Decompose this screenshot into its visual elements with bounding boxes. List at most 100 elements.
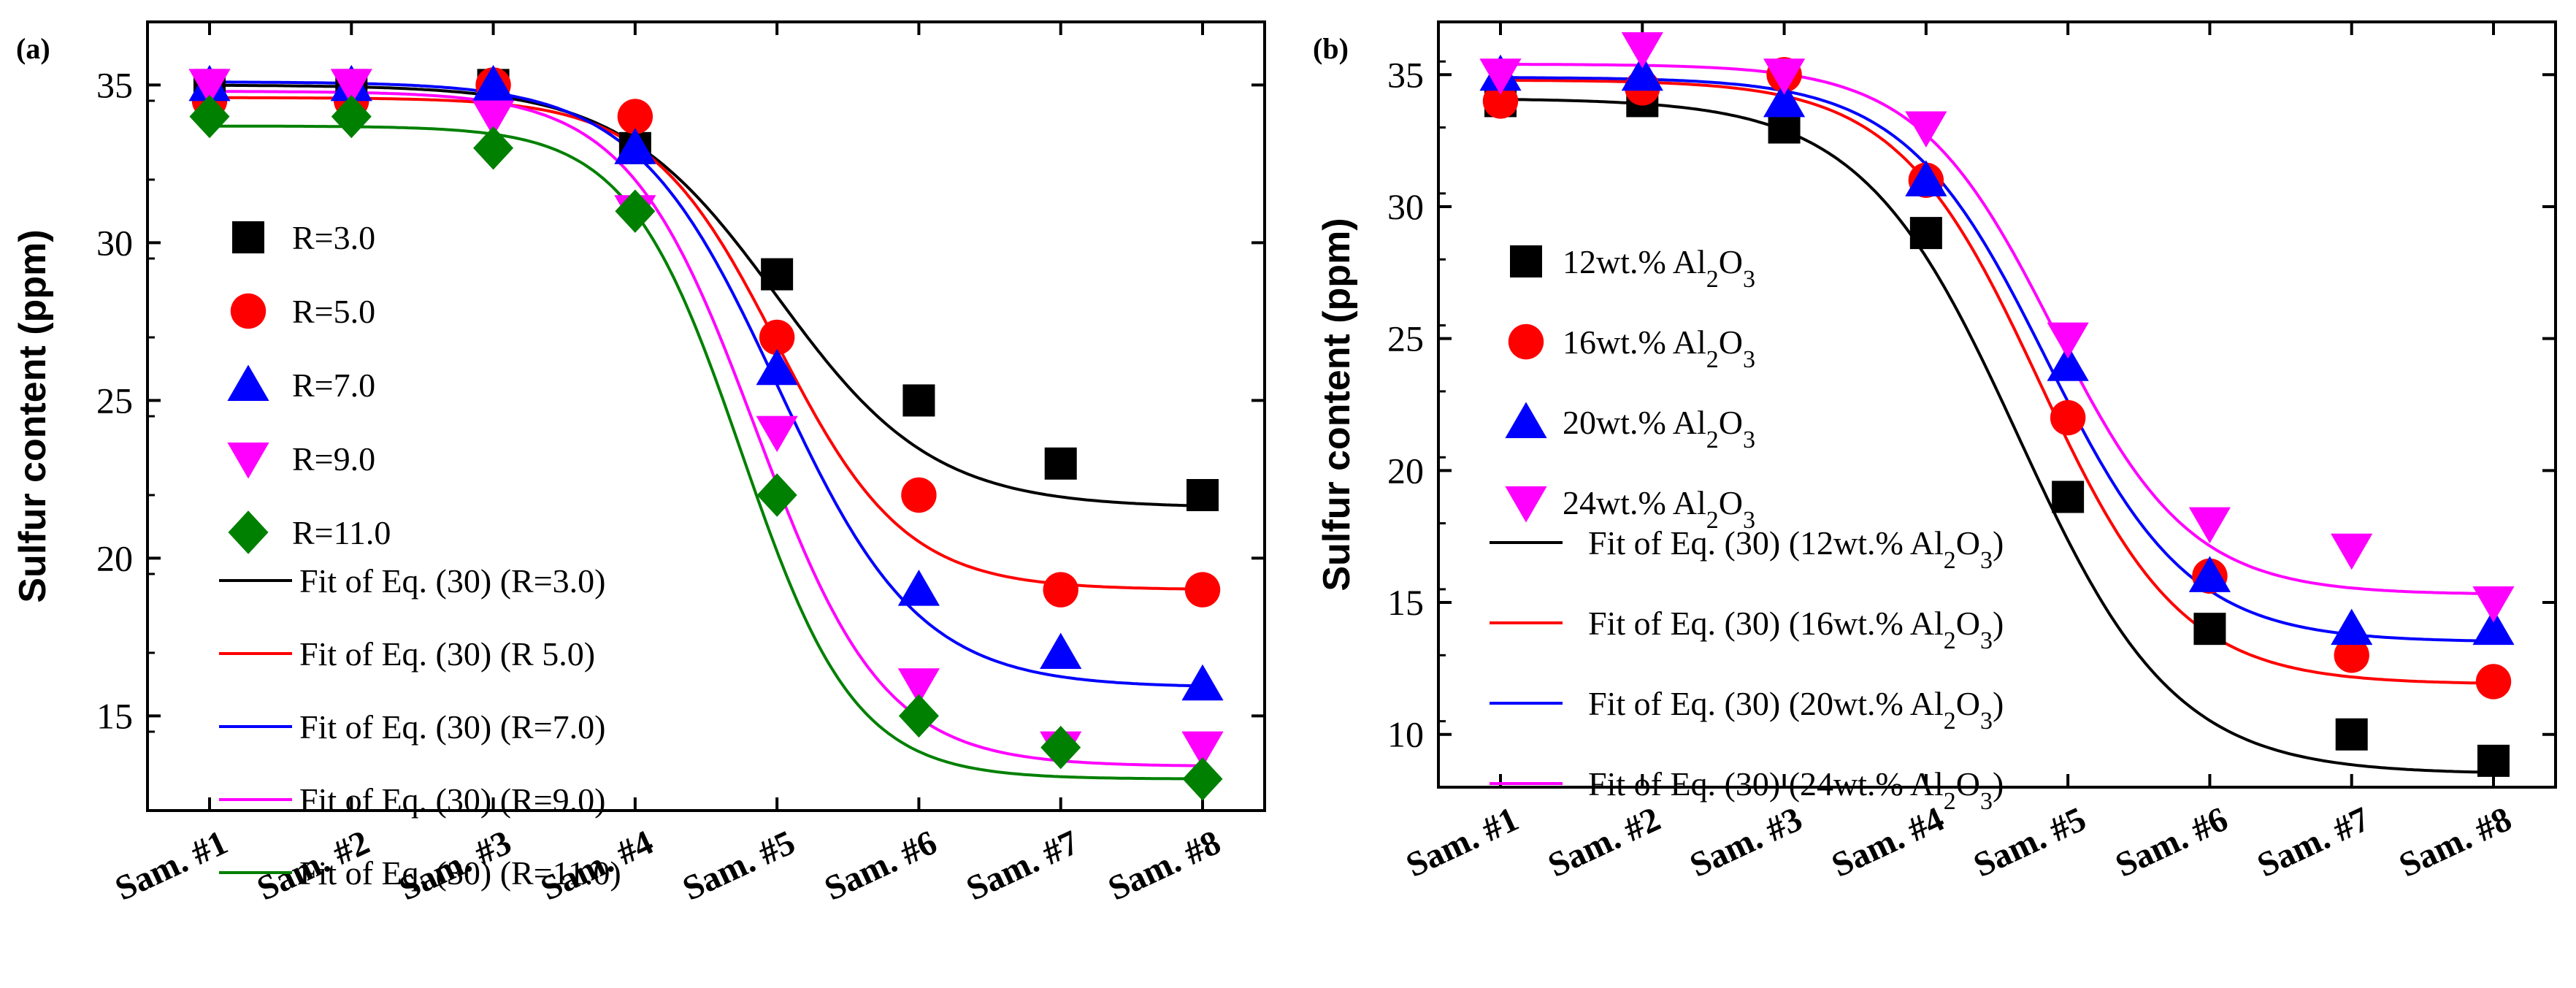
legend: 12wt.% Al2O3 16wt.% Al2O3 20wt.% Al2O3 24wt…	[1490, 243, 2004, 815]
data-point	[1181, 664, 1224, 701]
plot-frame	[146, 20, 1266, 812]
legend: R=3.0 R=5.0 R=7.0 R=9.0 R=11.0 Fit of Eq. (30…	[219, 219, 621, 892]
series-4-points	[1479, 32, 2515, 623]
legend-entry-label: R=5.0	[292, 293, 375, 330]
x-tick-label: Sam. #1	[1400, 800, 1525, 885]
data-point	[330, 69, 372, 105]
data-point	[472, 100, 515, 137]
y-axis-label: Sulfur content (ppm)	[1316, 218, 1358, 591]
legend-marker	[232, 221, 264, 253]
fit-curve-3	[1500, 76, 2493, 643]
data-point	[756, 473, 797, 517]
legend-marker	[230, 293, 267, 329]
data-point	[1182, 757, 1223, 801]
data-point	[2188, 507, 2231, 544]
y-axis-label: Sulfur content (ppm)	[12, 229, 54, 602]
data-point	[897, 668, 940, 705]
data-point	[761, 258, 794, 291]
x-tick-label: Sam. #6	[2109, 800, 2234, 885]
data-point	[1044, 447, 1077, 480]
x-tick-label: Sam. #4	[1826, 800, 1950, 885]
data-point	[1909, 217, 1942, 250]
legend-entry-label: R=3.0	[292, 219, 375, 256]
data-point	[1479, 58, 1522, 95]
legend-fit-label: Fit of Eq. (30) (R=3.0)	[299, 562, 605, 600]
data-point	[1905, 160, 1947, 196]
data-point	[2193, 613, 2226, 646]
panel-label: (a)	[16, 32, 50, 65]
legend-marker	[228, 510, 269, 554]
legend-marker	[227, 364, 269, 401]
data-point	[2475, 664, 2512, 700]
data-point	[1905, 111, 1947, 148]
data-point	[901, 477, 937, 513]
data-point	[617, 99, 653, 134]
legend-entry-label: R=9.0	[292, 440, 375, 478]
y-tick-label: 15	[96, 695, 133, 736]
series-5-points	[189, 94, 1223, 801]
data-point	[897, 570, 940, 606]
data-point	[2047, 345, 2089, 381]
fit-curve-2	[210, 96, 1203, 591]
y-tick-label: 30	[96, 222, 133, 263]
fit-curve-5	[210, 124, 1203, 781]
data-point	[331, 94, 372, 139]
data-point	[759, 319, 795, 356]
series-3-points	[188, 64, 1224, 701]
legend-entry-label: R=11.0	[292, 514, 391, 551]
legend-marker	[227, 443, 269, 479]
data-point	[2331, 608, 2373, 646]
data-point	[2477, 744, 2510, 777]
data-point	[2334, 637, 2369, 673]
data-point	[1621, 54, 1663, 91]
data-point	[2188, 556, 2231, 592]
y-tick-label: 25	[1387, 318, 1424, 359]
y-tick-label: 30	[1387, 186, 1424, 227]
data-point	[1763, 58, 1806, 95]
legend-fit-label: Fit of Eq. (30) (12wt.% Al2O3)	[1588, 524, 2004, 574]
y-tick-label: 35	[96, 64, 133, 105]
x-tick-label: Sam. #8	[2393, 800, 2518, 885]
data-point	[189, 94, 230, 139]
panel-label: (b)	[1313, 32, 1349, 65]
data-point	[472, 64, 515, 102]
y-tick-label: 10	[1387, 714, 1424, 755]
legend-fit-label: Fit of Eq. (30) (R=9.0)	[299, 781, 605, 819]
legend-fit-label: Fit of Eq. (30) (R=7.0)	[299, 708, 605, 746]
data-point	[614, 128, 656, 164]
data-point	[188, 69, 231, 105]
data-point	[1763, 80, 1806, 118]
data-point	[1187, 479, 1219, 511]
data-point	[1040, 725, 1081, 770]
fit-curve-4	[1500, 63, 2494, 596]
x-tick-label: Sam. #6	[819, 823, 943, 908]
data-point	[2050, 399, 2086, 436]
legend-fit-label: Fit of Eq. (30) (R=11.0)	[299, 854, 621, 892]
y-tick-label: 35	[1387, 54, 1424, 95]
legend-fit-label: Fit of Eq. (30) (20wt.% Al2O3)	[1588, 685, 2004, 735]
x-tick-label: Sam. #5	[677, 823, 801, 908]
legend-marker	[1510, 245, 1542, 277]
y-tick-label: 15	[1387, 582, 1424, 623]
data-point	[1040, 632, 1082, 669]
y-tick-label: 20	[1387, 450, 1424, 491]
legend-entry-label: 24wt.% Al2O3	[1563, 484, 1755, 534]
data-point	[2472, 608, 2515, 646]
data-point	[1181, 731, 1224, 768]
x-tick-label: Sam. #1	[110, 823, 234, 908]
data-point	[1621, 32, 1663, 69]
series-2-points	[1482, 57, 2512, 700]
fit-curve-1	[210, 83, 1203, 508]
legend-marker	[1505, 402, 1547, 438]
data-point	[2331, 533, 2373, 570]
legend-entry-label: 20wt.% Al2O3	[1563, 404, 1755, 453]
data-point	[898, 694, 939, 738]
legend-marker	[1508, 323, 1544, 360]
fit-curve-3	[210, 80, 1203, 688]
data-point	[902, 384, 935, 417]
fit-curve-2	[1500, 78, 2494, 685]
legend-fit-label: Fit of Eq. (30) (24wt.% Al2O3)	[1588, 765, 2004, 815]
